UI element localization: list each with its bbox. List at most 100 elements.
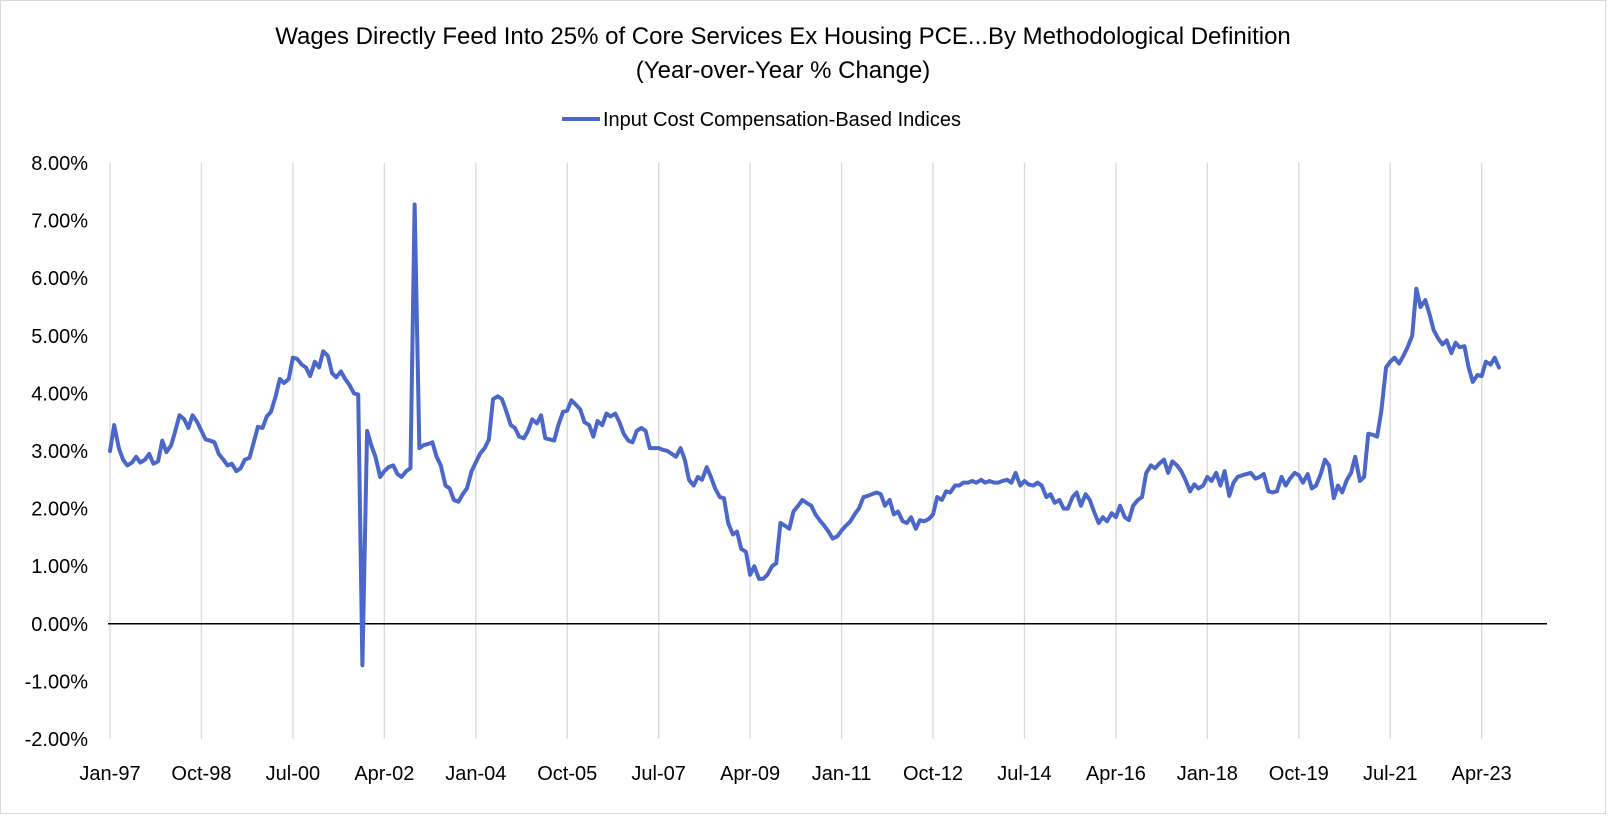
data-point — [1314, 484, 1318, 487]
data-point — [1463, 344, 1466, 348]
data-point — [1001, 479, 1004, 483]
data-point — [1497, 366, 1501, 369]
data-point — [487, 438, 491, 441]
data-point — [405, 469, 408, 473]
x-tick-label: Jul-00 — [266, 763, 320, 785]
data-point — [1010, 481, 1013, 484]
data-point — [243, 458, 247, 461]
data-point — [352, 392, 356, 395]
data-point — [1306, 472, 1309, 476]
data-point — [392, 464, 395, 467]
data-point — [579, 408, 582, 411]
data-point — [544, 437, 547, 440]
data-point — [422, 444, 425, 447]
data-point — [1336, 484, 1340, 487]
y-tick-label: 1.00% — [31, 556, 88, 578]
data-point — [666, 449, 669, 453]
data-point — [609, 415, 612, 418]
data-point — [614, 412, 617, 415]
data-point — [1014, 471, 1017, 475]
data-point — [557, 423, 560, 427]
y-axis-ticks: -2.00% -1.00% 0.00% 1.00% 2.00% 3.00% 4.00% 5.0… — [25, 153, 89, 751]
data-point — [1406, 346, 1409, 349]
data-point — [196, 421, 199, 424]
data-point — [1131, 504, 1135, 507]
x-tick-label: Oct-19 — [1269, 763, 1329, 785]
data-point — [1101, 516, 1105, 519]
data-point — [905, 521, 909, 525]
data-point — [1136, 498, 1140, 502]
data-point — [134, 455, 138, 458]
data-point — [674, 455, 678, 458]
data-point — [1228, 494, 1231, 498]
data-point — [997, 481, 1000, 484]
data-point — [439, 464, 442, 467]
x-tick-label: Oct-98 — [171, 763, 231, 785]
y-tick-label: 6.00% — [31, 268, 88, 290]
data-point — [282, 381, 286, 385]
data-point — [1215, 471, 1218, 475]
data-point — [653, 446, 656, 450]
y-tick-label: 8.00% — [31, 153, 88, 175]
data-point — [875, 491, 878, 494]
data-point — [483, 446, 486, 450]
data-point — [1410, 334, 1414, 337]
data-point — [496, 395, 499, 398]
data-point — [287, 377, 290, 381]
data-point — [883, 504, 887, 507]
data-point — [1471, 380, 1475, 384]
data-point — [1293, 471, 1296, 475]
data-point — [295, 357, 299, 361]
data-point — [740, 547, 743, 551]
data-point — [413, 203, 416, 206]
data-point — [962, 481, 965, 484]
data-point — [1323, 458, 1327, 461]
data-point — [535, 422, 539, 425]
data-point — [574, 403, 578, 407]
data-point — [291, 356, 295, 359]
data-point — [308, 374, 312, 378]
data-point — [692, 484, 695, 487]
data-point — [1284, 484, 1287, 487]
data-point — [552, 439, 556, 442]
data-point — [531, 418, 534, 421]
data-point — [370, 444, 373, 447]
data-point — [126, 464, 129, 467]
data-point — [226, 464, 229, 467]
data-point — [522, 437, 526, 440]
data-point — [1006, 478, 1009, 481]
data-point — [357, 393, 360, 396]
x-axis-ticks: Jan-97 Oct-98 Jul-00 Apr-02 Jan-04 Oct-05 Jul-… — [79, 763, 1511, 785]
data-point — [265, 415, 268, 418]
data-point — [108, 449, 112, 453]
data-point — [278, 377, 282, 381]
data-point — [840, 529, 843, 532]
data-point — [892, 513, 896, 516]
data-point — [1275, 490, 1279, 493]
data-point — [200, 429, 203, 433]
series-layer — [108, 202, 1501, 668]
data-point — [879, 493, 882, 496]
data-point — [1019, 484, 1022, 487]
data-point — [526, 429, 530, 433]
data-point — [726, 521, 730, 525]
data-point — [592, 435, 595, 438]
data-point — [618, 421, 621, 424]
y-tick-label: 5.00% — [31, 326, 88, 348]
data-point — [1493, 356, 1496, 359]
data-point — [348, 383, 351, 386]
data-point — [709, 475, 713, 479]
x-tick-label: Apr-02 — [354, 763, 414, 785]
data-point — [935, 495, 939, 499]
data-point — [444, 484, 447, 487]
x-tick-label: Jul-14 — [997, 763, 1051, 785]
data-point — [770, 565, 774, 568]
data-point — [783, 524, 787, 528]
data-point — [979, 478, 983, 481]
data-point — [735, 530, 739, 533]
data-point — [509, 423, 512, 427]
data-point — [922, 520, 926, 523]
data-point — [1162, 458, 1166, 461]
data-point — [792, 510, 795, 513]
data-point — [957, 484, 961, 487]
